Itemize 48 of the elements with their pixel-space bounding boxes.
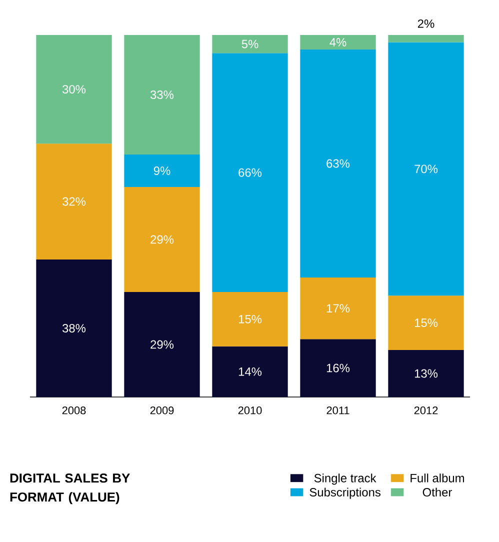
legend-label: Full album xyxy=(410,474,464,482)
bar xyxy=(212,292,288,346)
legend-label: Single track xyxy=(314,474,376,485)
bar xyxy=(388,296,464,350)
data-label: 16% xyxy=(326,364,350,372)
bar xyxy=(36,259,112,397)
bar xyxy=(300,278,376,340)
bar xyxy=(124,34,200,154)
data-label: 4% xyxy=(330,38,346,46)
x-tick-label: 2009 xyxy=(150,406,174,414)
bar xyxy=(124,154,200,188)
bar xyxy=(388,350,464,397)
bar xyxy=(300,49,376,278)
data-label: 5% xyxy=(242,40,258,48)
data-label: 29% xyxy=(150,340,174,349)
data-label: 63% xyxy=(326,159,350,168)
data-label: 2% xyxy=(418,19,434,28)
legend-label: Other xyxy=(422,488,452,496)
data-label: 13% xyxy=(414,369,438,378)
bar xyxy=(300,339,376,397)
data-label: 66% xyxy=(238,168,262,177)
data-label: 33% xyxy=(150,90,174,99)
data-label: 38% xyxy=(62,324,86,332)
bar xyxy=(388,42,464,296)
bar xyxy=(212,53,288,292)
data-label: 32% xyxy=(62,197,86,206)
bar xyxy=(388,34,464,42)
data-label: 29% xyxy=(150,235,174,244)
bar xyxy=(212,346,288,397)
data-label: 9% xyxy=(154,166,170,175)
x-tick-label: 2012 xyxy=(414,406,438,414)
data-label: 17% xyxy=(326,304,350,312)
bar xyxy=(36,34,112,144)
x-tick-label: 2011 xyxy=(326,406,350,414)
legend-label: Subscriptions xyxy=(310,488,380,499)
bar xyxy=(124,187,200,292)
bar xyxy=(36,144,112,260)
bar xyxy=(300,34,376,50)
data-label: 14% xyxy=(238,367,262,376)
data-label: 30% xyxy=(62,85,86,94)
data-label: 70% xyxy=(414,164,438,174)
x-tick-label: 2010 xyxy=(238,406,262,414)
data-label: 15% xyxy=(414,318,438,327)
data-label: 15% xyxy=(238,314,262,324)
text: DIGITAL SALES BY FORMAT (VALUE) xyxy=(10,474,130,504)
bar xyxy=(212,34,288,54)
bar xyxy=(124,292,200,397)
x-tick-label: 2008 xyxy=(62,406,86,414)
